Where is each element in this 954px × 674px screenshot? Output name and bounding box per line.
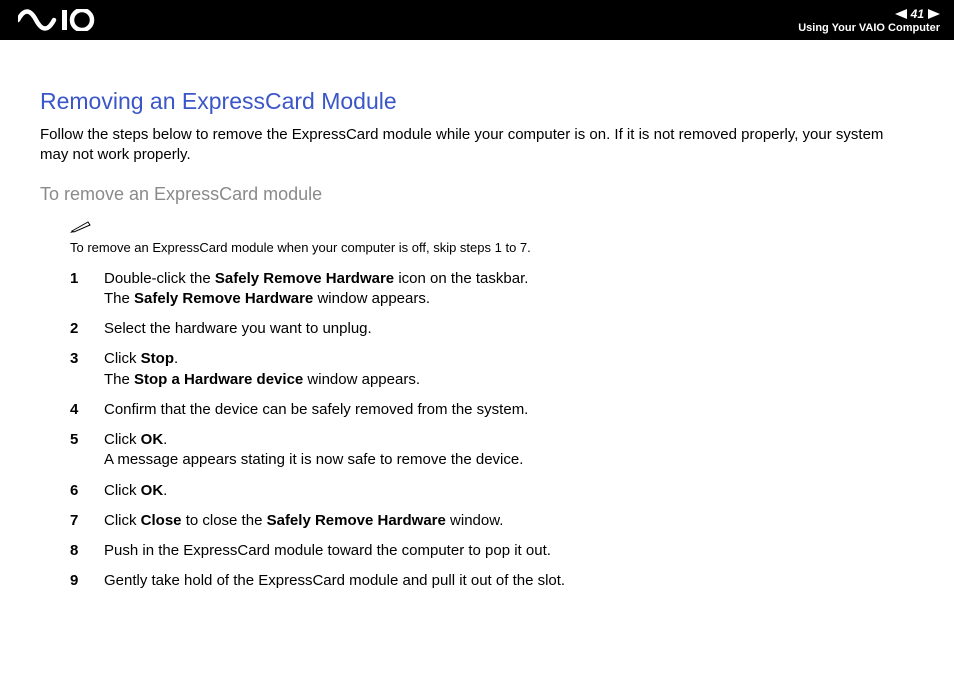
step-text: Push in the ExpressCard module toward th…: [104, 541, 551, 561]
step-text: Click OK.A message appears stating it is…: [104, 430, 523, 471]
step-number: 7: [70, 511, 104, 531]
step-text: Select the hardware you want to unplug.: [104, 319, 372, 339]
page-content: Removing an ExpressCard Module Follow th…: [0, 40, 954, 592]
header-nav: 41 Using Your VAIO Computer: [798, 7, 940, 34]
step-item: 1Double-click the Safely Remove Hardware…: [70, 269, 914, 310]
page-title: Removing an ExpressCard Module: [40, 88, 914, 115]
step-item: 2Select the hardware you want to unplug.: [70, 319, 914, 339]
step-text: Click Stop.The Stop a Hardware device wi…: [104, 349, 420, 390]
step-item: 9Gently take hold of the ExpressCard mod…: [70, 571, 914, 591]
prev-page-arrow-icon[interactable]: [895, 9, 907, 19]
step-item: 8Push in the ExpressCard module toward t…: [70, 541, 914, 561]
step-text: Confirm that the device can be safely re…: [104, 400, 528, 420]
step-number: 5: [70, 430, 104, 450]
step-item: 4Confirm that the device can be safely r…: [70, 400, 914, 420]
step-item: 5Click OK.A message appears stating it i…: [70, 430, 914, 471]
step-text: Double-click the Safely Remove Hardware …: [104, 269, 528, 310]
step-number: 1: [70, 269, 104, 289]
step-number: 2: [70, 319, 104, 339]
step-item: 3Click Stop.The Stop a Hardware device w…: [70, 349, 914, 390]
note-text: To remove an ExpressCard module when you…: [70, 240, 914, 255]
pencil-note-icon: [70, 219, 94, 238]
procedure-subheading: To remove an ExpressCard module: [40, 184, 914, 205]
step-number: 8: [70, 541, 104, 561]
page-header: 41 Using Your VAIO Computer: [0, 0, 954, 40]
step-number: 9: [70, 571, 104, 591]
steps-list: 1Double-click the Safely Remove Hardware…: [70, 269, 914, 592]
page-nav: 41: [895, 7, 940, 21]
vaio-logo: [18, 9, 118, 31]
step-text: Click Close to close the Safely Remove H…: [104, 511, 503, 531]
step-number: 3: [70, 349, 104, 369]
step-number: 4: [70, 400, 104, 420]
section-label: Using Your VAIO Computer: [798, 22, 940, 34]
vaio-logo-svg: [18, 9, 118, 31]
step-item: 6Click OK.: [70, 481, 914, 501]
step-text: Click OK.: [104, 481, 167, 501]
next-page-arrow-icon[interactable]: [928, 9, 940, 19]
step-item: 7Click Close to close the Safely Remove …: [70, 511, 914, 531]
step-text: Gently take hold of the ExpressCard modu…: [104, 571, 565, 591]
step-number: 6: [70, 481, 104, 501]
page-number: 41: [911, 7, 924, 21]
intro-paragraph: Follow the steps below to remove the Exp…: [40, 125, 914, 166]
note-block: To remove an ExpressCard module when you…: [70, 219, 914, 255]
